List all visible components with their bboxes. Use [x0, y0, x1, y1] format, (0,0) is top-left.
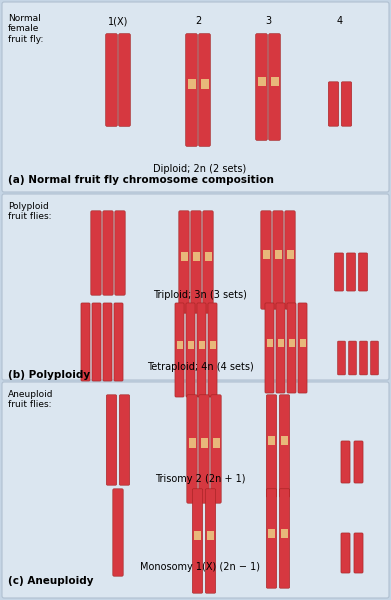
- Text: Polyploid
fruit flies:: Polyploid fruit flies:: [8, 202, 52, 221]
- Text: Aneuploid
fruit flies:: Aneuploid fruit flies:: [8, 390, 54, 409]
- FancyBboxPatch shape: [119, 395, 130, 485]
- FancyBboxPatch shape: [298, 303, 307, 393]
- FancyBboxPatch shape: [205, 489, 216, 593]
- FancyBboxPatch shape: [265, 303, 274, 393]
- Text: Tetraploid; 4n (4 sets): Tetraploid; 4n (4 sets): [147, 362, 253, 372]
- FancyBboxPatch shape: [91, 211, 101, 295]
- Text: (c) Aneuploidy: (c) Aneuploidy: [8, 576, 93, 586]
- Bar: [268, 436, 275, 445]
- FancyBboxPatch shape: [2, 2, 389, 192]
- Bar: [207, 531, 214, 540]
- FancyBboxPatch shape: [118, 34, 130, 127]
- Bar: [176, 341, 183, 349]
- Text: 3: 3: [265, 16, 271, 26]
- FancyBboxPatch shape: [186, 303, 195, 397]
- FancyBboxPatch shape: [354, 533, 363, 573]
- FancyBboxPatch shape: [114, 303, 123, 381]
- FancyBboxPatch shape: [346, 253, 355, 291]
- FancyBboxPatch shape: [354, 441, 363, 483]
- FancyBboxPatch shape: [203, 211, 213, 313]
- FancyBboxPatch shape: [191, 211, 201, 313]
- FancyBboxPatch shape: [360, 341, 368, 375]
- Bar: [212, 439, 219, 448]
- FancyBboxPatch shape: [186, 34, 197, 146]
- Bar: [192, 252, 199, 261]
- FancyBboxPatch shape: [199, 34, 210, 146]
- Bar: [289, 339, 294, 347]
- FancyBboxPatch shape: [2, 382, 389, 598]
- Bar: [271, 77, 278, 86]
- Bar: [210, 341, 215, 349]
- FancyBboxPatch shape: [2, 194, 389, 380]
- Text: 4: 4: [337, 16, 343, 26]
- FancyBboxPatch shape: [341, 82, 352, 126]
- Text: (a) Normal fruit fly chromosome composition: (a) Normal fruit fly chromosome composit…: [8, 175, 274, 185]
- Bar: [181, 252, 188, 261]
- FancyBboxPatch shape: [103, 303, 112, 381]
- Bar: [281, 436, 288, 445]
- Bar: [188, 341, 194, 349]
- FancyBboxPatch shape: [208, 303, 217, 397]
- FancyBboxPatch shape: [266, 395, 277, 497]
- FancyBboxPatch shape: [197, 303, 206, 397]
- FancyBboxPatch shape: [92, 303, 101, 381]
- Text: (b) Polyploidy: (b) Polyploidy: [8, 370, 90, 380]
- Bar: [201, 79, 208, 89]
- FancyBboxPatch shape: [179, 211, 189, 313]
- FancyBboxPatch shape: [261, 211, 271, 309]
- Text: Normal
female
fruit fly:: Normal female fruit fly:: [8, 14, 43, 44]
- FancyBboxPatch shape: [256, 34, 267, 140]
- FancyBboxPatch shape: [103, 211, 113, 295]
- FancyBboxPatch shape: [115, 211, 125, 295]
- FancyBboxPatch shape: [276, 303, 285, 393]
- FancyBboxPatch shape: [273, 211, 283, 309]
- FancyBboxPatch shape: [106, 34, 117, 127]
- FancyBboxPatch shape: [266, 489, 277, 588]
- Bar: [287, 250, 294, 259]
- Bar: [199, 341, 204, 349]
- Bar: [268, 529, 275, 538]
- FancyBboxPatch shape: [328, 82, 339, 126]
- FancyBboxPatch shape: [269, 34, 280, 140]
- Bar: [258, 77, 265, 86]
- Bar: [188, 439, 196, 448]
- Text: Monosomy 1(X) (2n − 1): Monosomy 1(X) (2n − 1): [140, 562, 260, 572]
- Text: 1(X): 1(X): [108, 16, 128, 26]
- Bar: [262, 250, 269, 259]
- FancyBboxPatch shape: [175, 303, 184, 397]
- FancyBboxPatch shape: [211, 395, 221, 503]
- Text: 2: 2: [195, 16, 201, 26]
- FancyBboxPatch shape: [81, 303, 90, 381]
- FancyBboxPatch shape: [341, 441, 350, 483]
- FancyBboxPatch shape: [349, 341, 357, 375]
- Bar: [278, 339, 283, 347]
- FancyBboxPatch shape: [287, 303, 296, 393]
- Bar: [194, 531, 201, 540]
- FancyBboxPatch shape: [199, 395, 209, 503]
- Bar: [201, 439, 208, 448]
- FancyBboxPatch shape: [371, 341, 378, 375]
- FancyBboxPatch shape: [106, 395, 117, 485]
- Bar: [204, 252, 212, 261]
- Bar: [300, 339, 305, 347]
- Text: Diploid; 2n (2 sets): Diploid; 2n (2 sets): [153, 164, 247, 174]
- Bar: [267, 339, 273, 347]
- Text: Triploid; 3n (3 sets): Triploid; 3n (3 sets): [153, 290, 247, 300]
- FancyBboxPatch shape: [279, 489, 290, 588]
- Bar: [281, 529, 288, 538]
- FancyBboxPatch shape: [341, 533, 350, 573]
- FancyBboxPatch shape: [334, 253, 344, 291]
- FancyBboxPatch shape: [192, 489, 203, 593]
- FancyBboxPatch shape: [187, 395, 197, 503]
- FancyBboxPatch shape: [279, 395, 290, 497]
- Bar: [188, 79, 196, 89]
- FancyBboxPatch shape: [337, 341, 345, 375]
- Bar: [274, 250, 282, 259]
- Text: Trisomy 2 (2n + 1): Trisomy 2 (2n + 1): [155, 474, 245, 484]
- FancyBboxPatch shape: [285, 211, 295, 309]
- FancyBboxPatch shape: [359, 253, 368, 291]
- FancyBboxPatch shape: [113, 489, 123, 576]
